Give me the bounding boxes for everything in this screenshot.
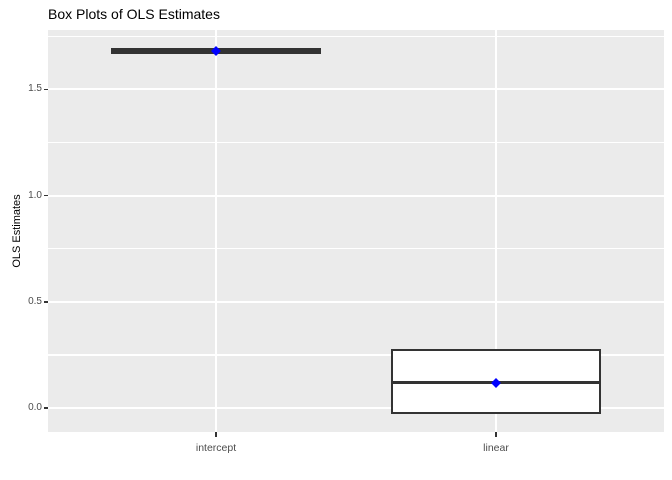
major-gridline <box>48 300 664 303</box>
y-tick-mark <box>43 301 48 303</box>
y-tick-mark <box>43 88 48 91</box>
y-tick-label: 0.5 <box>28 295 42 307</box>
plot-panel <box>48 30 664 432</box>
major-gridline <box>48 407 664 409</box>
x-tick-label-linear: linear <box>483 442 509 454</box>
chart-title: Box Plots of OLS Estimates <box>48 6 220 22</box>
minor-gridline <box>48 141 664 144</box>
x-tick-label-intercept: intercept <box>195 442 237 454</box>
x-tick-mark <box>215 432 217 437</box>
x-tick-mark <box>495 432 497 437</box>
y-axis-title: OLS Estimates <box>11 194 23 268</box>
minor-gridline <box>48 354 664 356</box>
y-tick-mark <box>43 194 48 197</box>
category-gridline <box>495 30 497 432</box>
y-tick-mark <box>43 407 48 409</box>
major-gridline <box>48 194 664 197</box>
minor-gridline <box>48 35 664 38</box>
y-tick-label: 1.5 <box>28 83 42 95</box>
y-tick-label: 1.0 <box>28 189 42 201</box>
y-tick-label: 0.0 <box>28 402 42 413</box>
minor-gridline <box>48 247 664 250</box>
major-gridline <box>48 88 664 91</box>
category-gridline <box>215 30 217 432</box>
